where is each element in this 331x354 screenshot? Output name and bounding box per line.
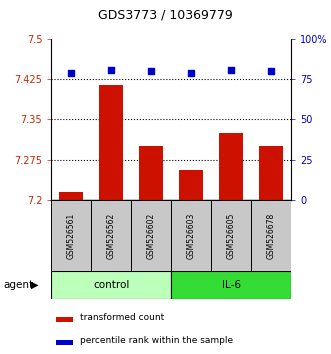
- Text: GSM526602: GSM526602: [147, 212, 156, 258]
- Bar: [139, 146, 163, 200]
- Bar: [91, 200, 131, 271]
- Bar: [59, 192, 83, 200]
- Bar: [51, 200, 91, 271]
- Text: control: control: [93, 280, 129, 290]
- Text: IL-6: IL-6: [222, 280, 241, 290]
- Bar: [56, 340, 73, 345]
- Bar: [56, 317, 73, 322]
- Bar: [211, 200, 251, 271]
- Text: agent: agent: [3, 280, 33, 290]
- Bar: [171, 200, 211, 271]
- Text: GDS3773 / 10369779: GDS3773 / 10369779: [98, 9, 233, 22]
- Point: [69, 70, 74, 76]
- Point: [109, 67, 114, 72]
- Text: ▶: ▶: [31, 280, 39, 290]
- Text: GSM526605: GSM526605: [227, 212, 236, 259]
- Text: transformed count: transformed count: [80, 313, 165, 322]
- Point: [189, 70, 194, 76]
- Text: GSM526562: GSM526562: [107, 212, 116, 258]
- Point: [269, 68, 274, 74]
- Bar: [259, 146, 283, 200]
- Bar: [51, 271, 171, 299]
- Bar: [179, 171, 203, 200]
- Bar: [219, 133, 243, 200]
- Bar: [99, 85, 123, 200]
- Point: [149, 68, 154, 74]
- Point: [229, 67, 234, 72]
- Bar: [251, 200, 291, 271]
- Text: GSM526561: GSM526561: [67, 212, 76, 258]
- Bar: [171, 271, 291, 299]
- Text: percentile rank within the sample: percentile rank within the sample: [80, 336, 233, 345]
- Text: GSM526678: GSM526678: [267, 212, 276, 258]
- Bar: [131, 200, 171, 271]
- Text: GSM526603: GSM526603: [187, 212, 196, 259]
